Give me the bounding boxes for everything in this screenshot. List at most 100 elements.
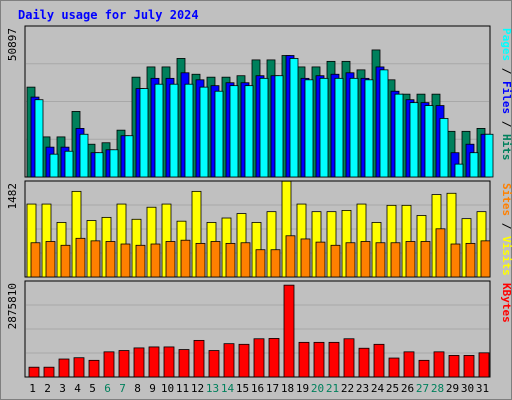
bar-kbytes-day-7 xyxy=(118,350,130,378)
bar-sites-day-14 xyxy=(225,242,236,278)
bar-sites-day-11 xyxy=(180,239,191,278)
x-tick-label-day-9: 9 xyxy=(149,382,156,395)
bar-kbytes-day-5 xyxy=(88,359,100,378)
bar-sites-day-2 xyxy=(45,241,56,278)
x-tick-label-day-24: 24 xyxy=(371,382,385,395)
bar-sites-day-29 xyxy=(450,243,461,278)
bar-sites-day-10 xyxy=(165,241,176,278)
x-tick-label-day-18: 18 xyxy=(281,382,294,395)
x-tick-label-day-19: 19 xyxy=(296,382,309,395)
bar-sites-day-15 xyxy=(240,242,251,278)
bar-kbytes-day-23 xyxy=(358,347,370,378)
bar-kbytes-day-13 xyxy=(208,350,220,378)
bar-pages-day-3 xyxy=(64,150,74,178)
bar-kbytes-day-3 xyxy=(58,358,70,378)
x-tick-label-day-23: 23 xyxy=(356,382,369,395)
bar-pages-day-13 xyxy=(214,90,224,178)
x-tick-label-day-4: 4 xyxy=(74,382,81,395)
bar-sites-day-21 xyxy=(330,244,341,278)
bar-kbytes-day-31 xyxy=(478,352,490,378)
bar-kbytes-day-11 xyxy=(178,349,190,378)
bar-sites-day-31 xyxy=(480,240,491,278)
bar-kbytes-day-14 xyxy=(223,343,235,378)
bar-pages-day-17 xyxy=(274,75,284,178)
bar-kbytes-day-26 xyxy=(403,351,415,378)
series-axis-label: Pages / Files / Hits xyxy=(500,28,512,161)
bar-pages-day-4 xyxy=(79,133,89,178)
bar-pages-day-29 xyxy=(454,163,464,178)
bar-sites-day-25 xyxy=(390,242,401,278)
x-tick-label-day-8: 8 xyxy=(134,382,141,395)
x-tick-label-day-28: 28 xyxy=(431,382,444,395)
bar-pages-day-28 xyxy=(439,118,449,178)
y-max-label: 1482 xyxy=(6,183,19,210)
bar-kbytes-day-1 xyxy=(28,366,40,378)
series-axis-label: KBytes xyxy=(500,283,512,323)
bar-kbytes-day-2 xyxy=(43,366,55,378)
bar-kbytes-day-9 xyxy=(148,346,160,378)
bar-pages-day-24 xyxy=(379,69,389,178)
x-tick-label-day-14: 14 xyxy=(221,382,235,395)
series-label-hits: Hits xyxy=(500,134,512,161)
bar-pages-day-19 xyxy=(304,79,314,178)
x-tick-label-day-30: 30 xyxy=(461,382,474,395)
series-label-visits: Visits xyxy=(500,236,512,276)
bar-pages-day-12 xyxy=(199,86,209,178)
bar-pages-day-1 xyxy=(34,99,44,178)
bar-kbytes-day-10 xyxy=(163,346,175,378)
bar-sites-day-18 xyxy=(285,235,296,278)
bar-pages-day-26 xyxy=(409,102,419,178)
x-tick-label-day-16: 16 xyxy=(251,382,264,395)
x-tick-label-day-25: 25 xyxy=(386,382,399,395)
bar-pages-day-27 xyxy=(424,105,434,178)
x-tick-label-day-15: 15 xyxy=(236,382,249,395)
bar-sites-day-20 xyxy=(315,241,326,278)
bar-sites-day-16 xyxy=(255,249,266,278)
series-label-files: Files xyxy=(500,81,512,114)
bar-sites-day-22 xyxy=(345,242,356,278)
bar-kbytes-day-20 xyxy=(313,341,325,378)
x-tick-label-day-26: 26 xyxy=(401,382,414,395)
bar-pages-day-18 xyxy=(289,58,299,178)
bar-kbytes-day-18 xyxy=(283,284,295,378)
bar-sites-day-24 xyxy=(375,242,386,278)
bar-kbytes-day-6 xyxy=(103,351,115,378)
bar-sites-day-27 xyxy=(420,241,431,278)
bar-kbytes-day-12 xyxy=(193,339,205,378)
bar-sites-day-3 xyxy=(60,244,71,278)
bar-kbytes-day-28 xyxy=(433,351,445,378)
bar-sites-day-17 xyxy=(270,249,281,278)
bar-sites-day-6 xyxy=(105,241,116,278)
x-tick-label-day-7: 7 xyxy=(119,382,126,395)
x-tick-label-day-11: 11 xyxy=(176,382,189,395)
bar-pages-day-7 xyxy=(124,135,134,178)
bar-sites-day-8 xyxy=(135,244,146,278)
series-label-pages: Pages xyxy=(500,28,512,61)
bar-pages-day-20 xyxy=(319,77,329,178)
bar-pages-day-21 xyxy=(334,77,344,178)
y-max-label: 50897 xyxy=(6,28,19,61)
bar-pages-day-15 xyxy=(244,85,254,178)
bar-pages-day-10 xyxy=(169,83,179,178)
bar-kbytes-day-8 xyxy=(133,347,145,378)
bar-sites-day-5 xyxy=(90,240,101,278)
x-tick-label-day-21: 21 xyxy=(326,382,339,395)
bar-kbytes-day-16 xyxy=(253,338,265,378)
bar-pages-day-11 xyxy=(184,83,194,178)
series-label-sites: Sites xyxy=(500,183,512,216)
bar-pages-day-2 xyxy=(49,153,59,178)
bar-sites-day-13 xyxy=(210,241,221,278)
bar-pages-day-30 xyxy=(469,152,479,178)
bar-pages-day-16 xyxy=(259,77,269,178)
x-tick-label-day-27: 27 xyxy=(416,382,429,395)
bar-kbytes-day-21 xyxy=(328,341,340,378)
x-tick-label-day-3: 3 xyxy=(59,382,66,395)
bar-kbytes-day-24 xyxy=(373,343,385,378)
bar-pages-day-14 xyxy=(229,85,239,178)
bar-sites-day-26 xyxy=(405,241,416,278)
x-tick-label-day-22: 22 xyxy=(341,382,354,395)
x-tick-label-day-12: 12 xyxy=(191,382,204,395)
bar-pages-day-6 xyxy=(109,149,119,178)
bar-pages-day-8 xyxy=(139,88,149,178)
